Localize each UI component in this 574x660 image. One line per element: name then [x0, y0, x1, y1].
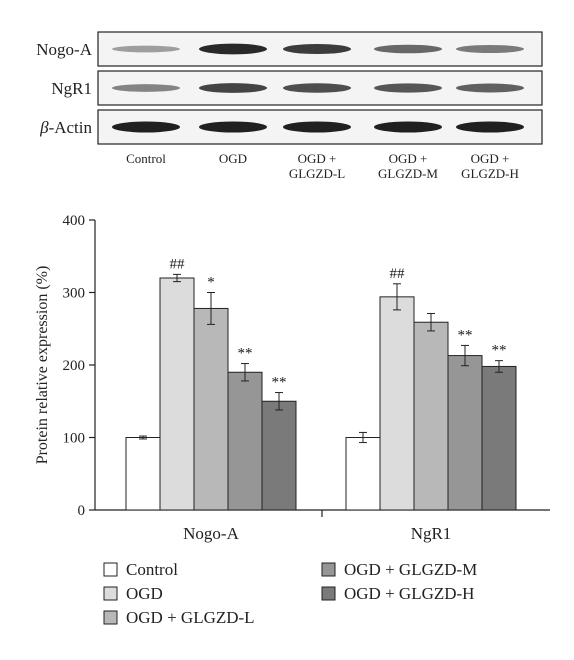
blot-lane-label: GLGZD-M [378, 166, 438, 181]
blot-lane-label: Control [126, 151, 166, 166]
blot-row-label-text: Nogo-A [36, 40, 92, 59]
significance-mark: ** [458, 327, 473, 343]
legend-label: OGD + GLGZD-H [344, 584, 474, 603]
significance-mark: ## [390, 266, 406, 282]
blot-band [199, 121, 267, 133]
blot-band [374, 121, 442, 133]
legend-swatch [103, 562, 118, 577]
y-tick-label: 300 [63, 286, 86, 302]
significance-mark: * [207, 275, 215, 291]
bar [159, 277, 195, 511]
blot-row-label: β-Actin [39, 118, 92, 137]
blot-lane-label: OGD [219, 151, 247, 166]
bar [413, 321, 449, 511]
blot-row-label-prefix: β [39, 118, 49, 137]
blot-band [283, 43, 351, 55]
chart-bars: ##*****##**** [125, 256, 517, 511]
blot-lane-label: OGD + [389, 151, 428, 166]
blot-lane-label: OGD + [298, 151, 337, 166]
blot-band [374, 83, 442, 93]
blot-band [199, 43, 267, 55]
blot-band [199, 83, 267, 93]
y-tick-label: 400 [63, 213, 86, 229]
blot-band [112, 121, 180, 133]
blot-row-label-text: NgR1 [51, 79, 92, 98]
blot-band [112, 45, 180, 53]
chart-legend: Control OGD OGD + GLGZD-L OGD + GLGZD-M OGD … [103, 560, 477, 627]
blot-row-label-text: -Actin [49, 118, 93, 137]
blot-band [374, 44, 442, 54]
bar [379, 296, 415, 511]
legend-label: OGD [126, 584, 163, 603]
y-axis-label: Protein relative expression (%) [34, 266, 51, 465]
legend-swatch [321, 586, 336, 601]
legend-label: OGD + GLGZD-L [126, 608, 255, 627]
blot-band [456, 45, 524, 53]
y-tick-label: 0 [78, 503, 86, 519]
blot-lane-label: GLGZD-H [461, 166, 519, 181]
significance-mark: ** [238, 346, 253, 362]
significance-mark: ## [170, 256, 186, 272]
bar [193, 307, 229, 511]
bar [447, 355, 483, 511]
x-category-label: Nogo-A [183, 524, 239, 543]
bar [125, 437, 161, 511]
blot-lane-label: GLGZD-L [289, 166, 345, 181]
bar-chart: 0 100 200 300 400 Protein relative expression… [34, 213, 550, 627]
blot-band [283, 121, 351, 133]
blot-band [456, 121, 524, 133]
bar [345, 437, 381, 511]
legend-label: OGD + GLGZD-M [344, 560, 477, 579]
chart-axes: 0 100 200 300 400 Protein relative expression… [34, 213, 550, 543]
legend-swatch [321, 562, 336, 577]
blot-band [456, 83, 524, 93]
blot-row-label: NgR1 [51, 79, 92, 98]
y-tick-label: 100 [63, 431, 86, 447]
blot-band [283, 83, 351, 93]
legend-swatch [103, 610, 118, 625]
y-tick-label: 200 [63, 358, 86, 374]
x-category-label: NgR1 [411, 524, 452, 543]
bar [481, 365, 517, 511]
blot-band [112, 84, 180, 92]
blot-lane-label: OGD + [471, 151, 510, 166]
blot-row-label: Nogo-A [36, 40, 92, 59]
significance-mark: ** [272, 375, 287, 391]
bar [261, 400, 297, 511]
legend-swatch [103, 586, 118, 601]
legend-label: Control [126, 560, 178, 579]
bar [227, 371, 263, 511]
significance-mark: ** [492, 343, 507, 359]
